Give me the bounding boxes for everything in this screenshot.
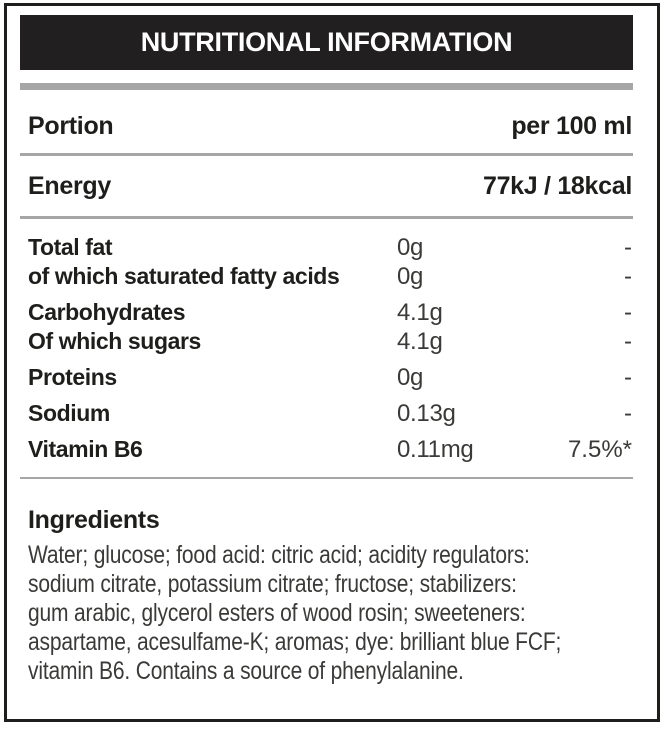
nutrient-amount: 0g <box>397 363 424 391</box>
nutrient-amount: 4.1g <box>397 327 443 355</box>
nutrient-dv: - <box>624 399 632 427</box>
nutrient-label: Of which sugars <box>28 328 201 354</box>
nutrient-label: of which saturated fatty acids <box>28 263 340 289</box>
portion-row: Portion per 100 ml <box>28 112 632 141</box>
table-row: Total fat 0g - <box>28 233 632 262</box>
nutrient-amount: 0g <box>397 233 424 261</box>
divider-ingredients <box>20 477 633 479</box>
label-title-bar: NUTRITIONAL INFORMATION <box>20 15 633 70</box>
ingredients-paragraph: Water; glucose; food acid: citric acid; … <box>28 541 641 686</box>
nutrient-dv: - <box>624 327 632 355</box>
nutrient-dv: - <box>624 233 632 261</box>
nutrient-label: Carbohydrates <box>28 299 186 325</box>
energy-label: Energy <box>28 172 111 200</box>
ingredients-line: Water; glucose; food acid: citric acid; … <box>28 541 530 569</box>
nutrient-dv: 7.5%* <box>567 435 632 463</box>
nutrient-label: Vitamin B6 <box>28 436 143 462</box>
label-border-frame <box>4 3 660 722</box>
nutrients-table: Total fat 0g - of which saturated fatty … <box>28 233 632 464</box>
ingredients-line: gum arabic, glycerol esters of wood rosi… <box>28 599 526 627</box>
divider-portion-energy <box>20 153 633 156</box>
table-row: Of which sugars 4.1g - <box>28 327 632 356</box>
nutrient-amount: 0.11mg <box>397 435 474 463</box>
table-row: of which saturated fatty acids 0g - <box>28 262 632 291</box>
nutrient-amount: 4.1g <box>397 298 443 326</box>
nutrient-dv: - <box>624 298 632 326</box>
divider-energy-nutrients <box>20 216 633 219</box>
portion-value: per 100 ml <box>511 112 632 140</box>
nutrient-dv: - <box>624 262 632 290</box>
ingredients-line: sodium citrate, potassium citrate; fruct… <box>28 570 517 598</box>
portion-label: Portion <box>28 112 114 140</box>
divider-thick <box>20 83 633 90</box>
nutrient-dv: - <box>624 363 632 391</box>
energy-value: 77kJ / 18kcal <box>482 172 632 200</box>
page-title: NUTRITIONAL INFORMATION <box>140 27 513 57</box>
nutrient-amount: 0g <box>397 262 424 290</box>
nutrient-label: Proteins <box>28 364 117 390</box>
ingredients-heading: Ingredients <box>28 506 160 534</box>
nutrient-label: Total fat <box>28 234 113 260</box>
table-row: Proteins 0g - <box>28 363 632 392</box>
ingredients-line: aspartame, acesulfame-K; aromas; dye: br… <box>28 628 562 656</box>
table-row: Sodium 0.13g - <box>28 399 632 428</box>
nutrient-amount: 0.13g <box>397 399 456 427</box>
table-row: Carbohydrates 4.1g - <box>28 298 632 327</box>
ingredients-line: vitamin B6. Contains a source of phenyla… <box>28 657 464 685</box>
table-row: Vitamin B6 0.11mg 7.5%* <box>28 435 632 464</box>
energy-row: Energy 77kJ / 18kcal <box>28 172 632 201</box>
nutrient-label: Sodium <box>28 400 110 426</box>
